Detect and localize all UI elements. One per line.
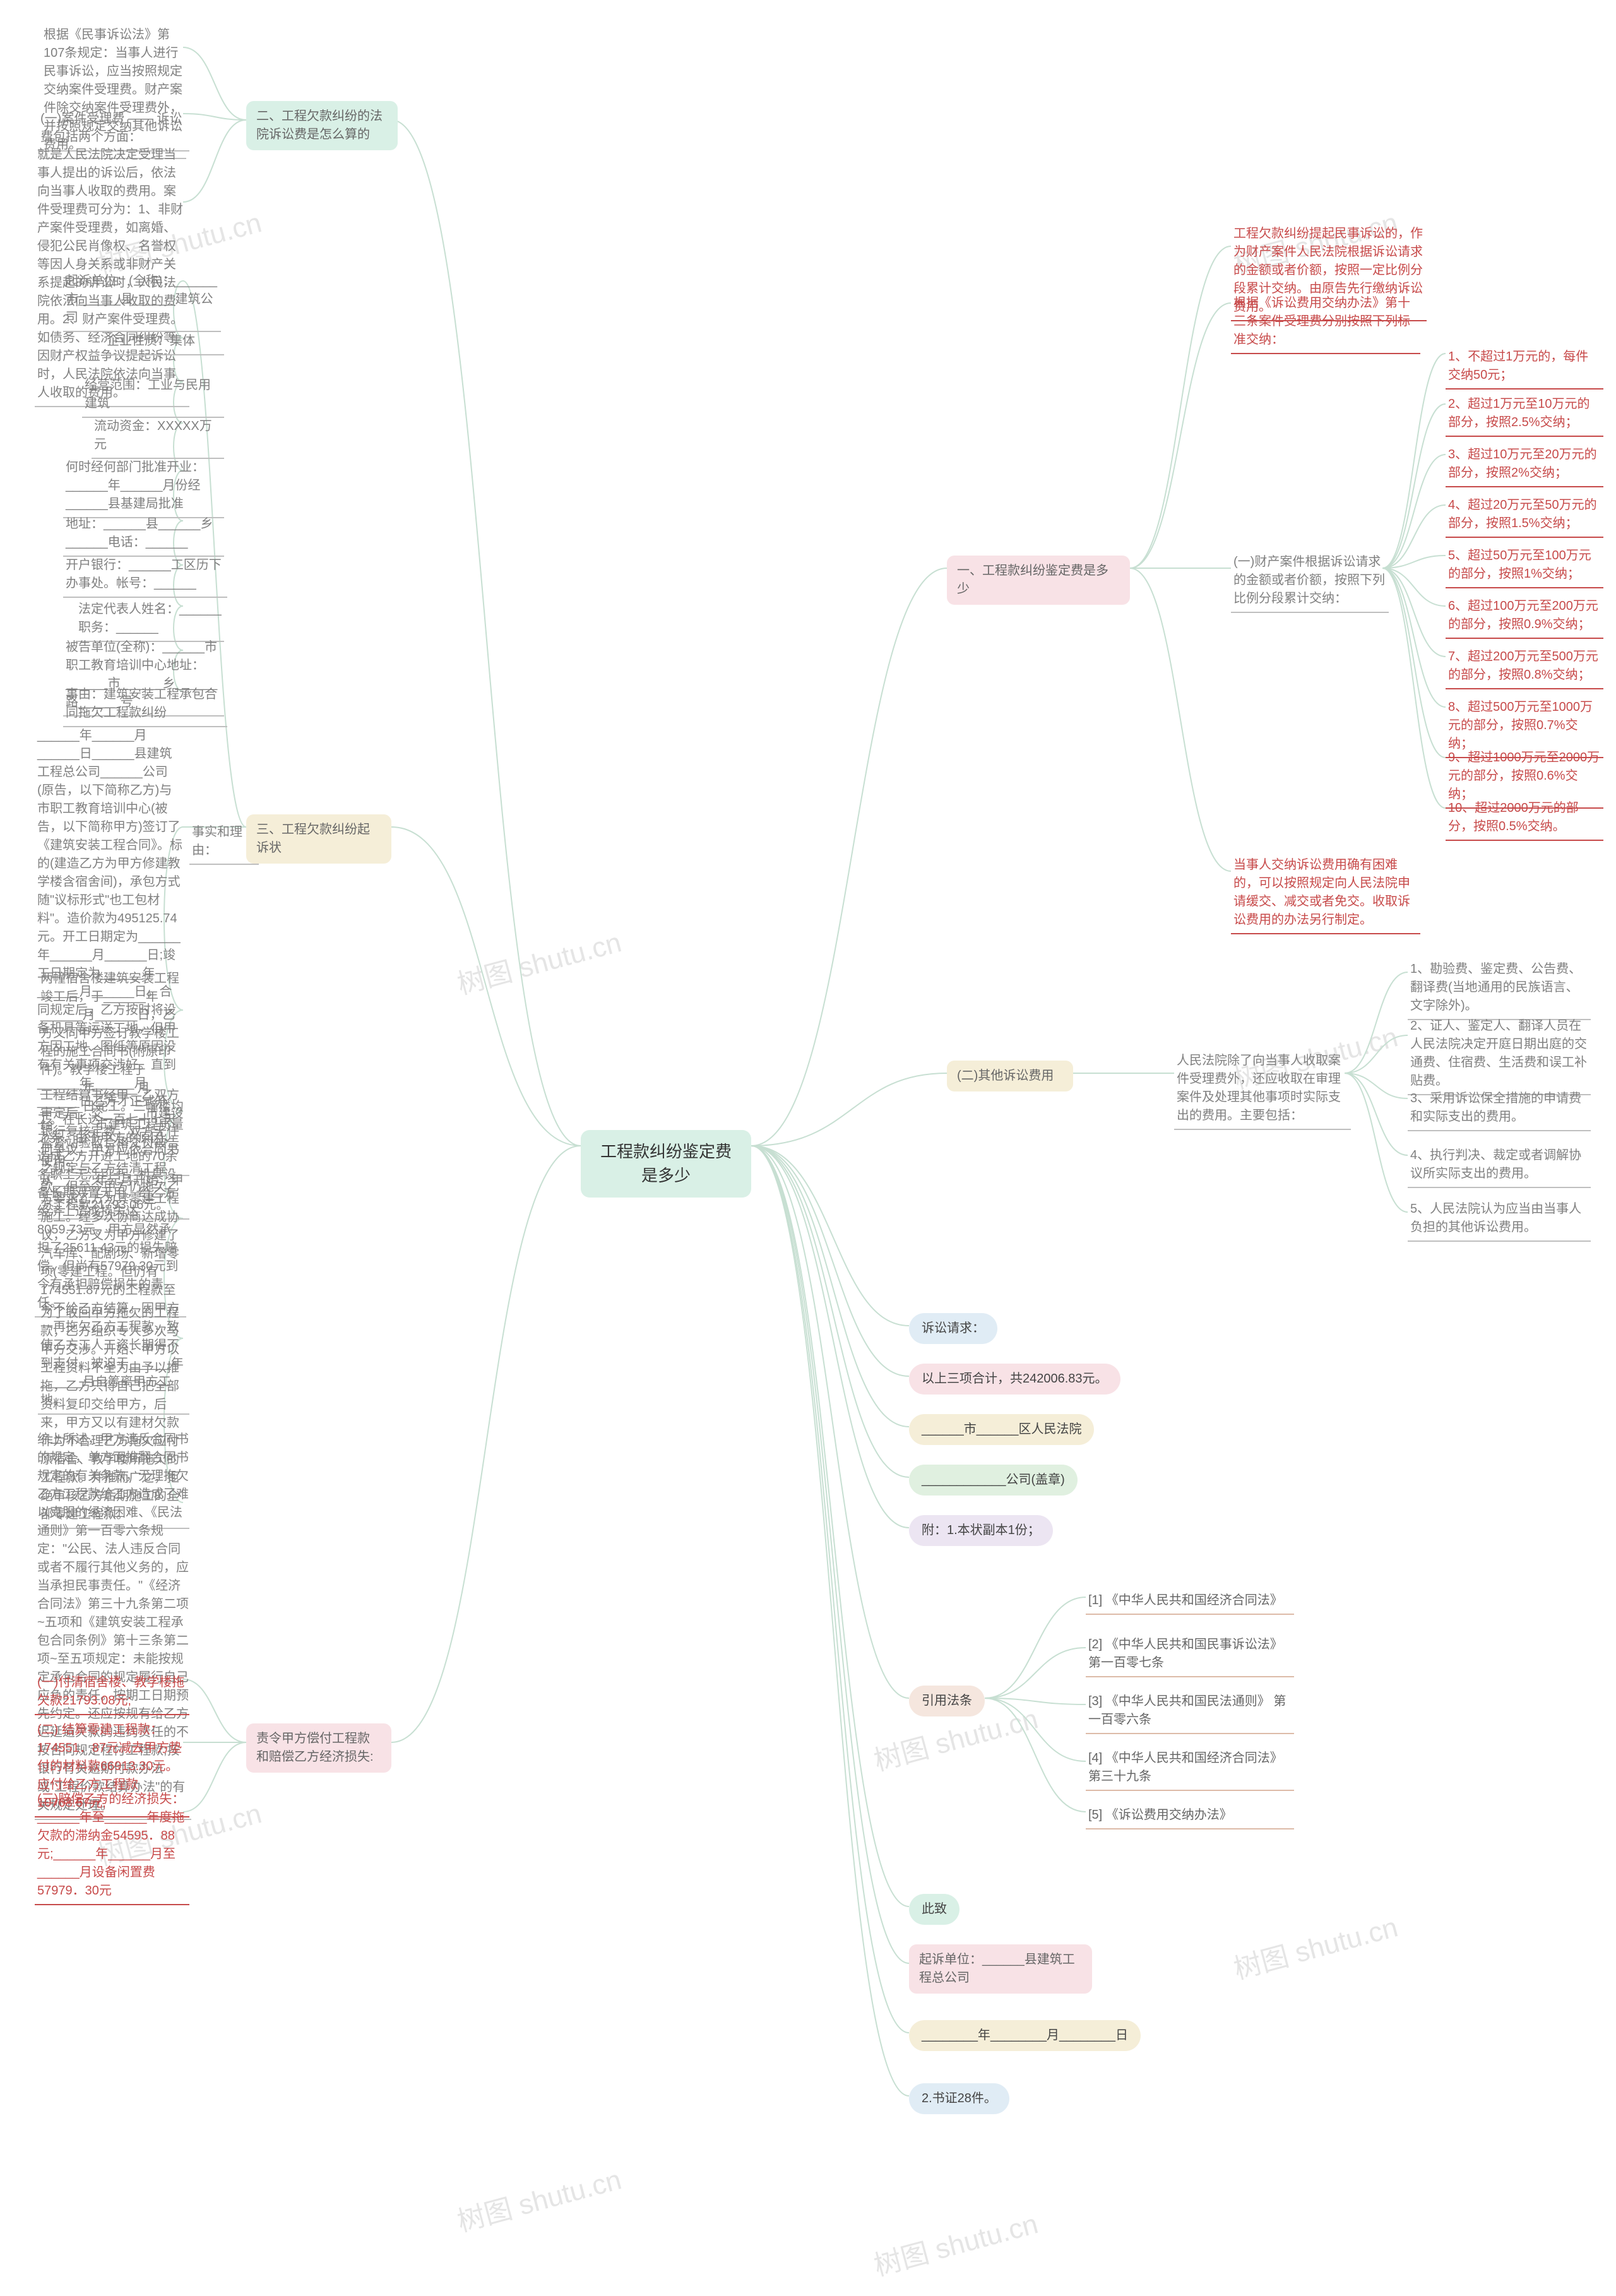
b2-item-2: 2、证人、鉴定人、翻译人员在人民法院决定开庭日期出庭的交通费、住宿费、生活费和误… <box>1408 1013 1591 1095</box>
branch-2: (二)其他诉讼费用 <box>947 1061 1073 1091</box>
b1-item-2: 2、超过1万元至10万元的部分，按照2.5%交纳； <box>1446 391 1603 437</box>
root-node: 工程款纠纷鉴定费是多少 <box>581 1130 751 1198</box>
watermark: 树图 shutu.cn <box>869 2201 1042 2284</box>
branch-1: 一、工程款纠纷鉴定费是多少 <box>947 556 1130 605</box>
b1-item-3: 3、超过10万元至20万元的部分，按照2%交纳； <box>1446 442 1603 487</box>
b2-desc: 人民法院除了向当事人收取案件受理费外，还应收取在审理案件及处理其他事项时实际支出… <box>1174 1048 1351 1130</box>
b1-tail: 当事人交纳诉讼费用确有困难的，可以按照规定向人民法院申请缓交、减交或者免交。收取… <box>1231 852 1420 934</box>
b2-item-5: 5、人民法院认为应当由当事人负担的其他诉讼费用。 <box>1408 1196 1591 1242</box>
right-pill-law: 引用法条 <box>909 1686 985 1716</box>
right-pill-8: 起诉单位：______县建筑工程总公司 <box>909 1944 1092 1994</box>
right-pill-4: ____________公司(盖章) <box>909 1465 1078 1496</box>
right-pill-7: 此致 <box>909 1894 960 1925</box>
b1-item-7: 7、超过200万元至500万元的部分，按照0.8%交纳； <box>1446 644 1603 689</box>
watermark: 树图 shutu.cn <box>452 2157 625 2240</box>
unit-2: 企业性质：集体 <box>104 328 224 355</box>
unit-3: 经营范围：工业与民用建筑 <box>82 372 224 418</box>
law-1: [1] 《中华人民共和国经济合同法》 <box>1086 1588 1294 1615</box>
claim-3: (三)赔偿乙方的经济损失：______年至______年度拖欠款的滞纳金5459… <box>35 1787 189 1905</box>
b1-item-5: 5、超过50万元至100万元的部分，按照1%交纳； <box>1446 543 1603 588</box>
claim-label: 责令甲方偿付工程款和赔偿乙方经济损失: <box>246 1723 391 1773</box>
right-pill-9: ________年________月________日 <box>909 2020 1141 2051</box>
right-pill-10: 2.书证28件。 <box>909 2083 1009 2114</box>
left-branch-2: 二、工程欠款纠纷的法院诉讼费是怎么算的 <box>246 101 398 150</box>
b1-sub: (一)财产案件根据诉讼请求的金额或者价额，按照下列比例分段累计交纳： <box>1231 549 1389 613</box>
b1-item-10: 10、超过2000万元的部分，按照0.5%交纳。 <box>1446 795 1603 841</box>
unit-7: 开户银行：______工区历下办事处。帐号：______ <box>63 552 227 598</box>
b1-intro2: 根据《诉讼费用交纳办法》第十三条案件受理费分别按照下列标准交纳： <box>1231 290 1420 354</box>
law-4: [4] 《中华人民共和国经济合同法》 第三十九条 <box>1086 1746 1294 1791</box>
unit-10: 事由：建筑安装工程承包合同拖欠工程款纠纷 <box>63 682 227 727</box>
mindmap-canvas: { "meta": { "canvas": { "width": 2560, "… <box>0 0 1616 2296</box>
right-pill-2: 以上三项合计，共242006.83元。 <box>909 1364 1120 1395</box>
unit-6: 地址：______县______乡______电话：______ <box>63 511 224 557</box>
watermark: 树图 shutu.cn <box>1228 1905 1401 1987</box>
b2-item-3: 3、采用诉讼保全措施的申请费和实际支出的费用。 <box>1408 1086 1591 1131</box>
law-3: [3] 《中华人民共和国民法通则》 第一百零六条 <box>1086 1689 1294 1734</box>
right-pill-3: ______市______区人民法院 <box>909 1414 1094 1445</box>
law-2: [2] 《中华人民共和国民事诉讼法》 第一百零七条 <box>1086 1632 1294 1677</box>
b2-item-1: 1、勘验费、鉴定费、公告费、翻译费(当地通用的民族语言、文字除外)。 <box>1408 956 1591 1020</box>
watermark: 树图 shutu.cn <box>452 920 625 1002</box>
unit-1: 起诉单位：(全称)：______市______县______建筑公司 <box>63 268 221 332</box>
unit-4: 流动资金：XXXXX万元 <box>92 413 224 459</box>
law-5: [5] 《诉讼费用交纳办法》 <box>1086 1802 1294 1829</box>
b1-item-6: 6、超过100万元至200万元的部分，按照0.9%交纳； <box>1446 593 1603 639</box>
b1-item-1: 1、不超过1万元的，每件交纳50元； <box>1446 344 1603 390</box>
left-branch-3: 三、工程欠款纠纷起诉状 <box>246 814 391 864</box>
right-pill-5: 附：1.本状副本1份； <box>909 1515 1053 1546</box>
b2-item-4: 4、执行判决、裁定或者调解协议所实际支出的费用。 <box>1408 1143 1591 1188</box>
facts-label: 事实和理由： <box>189 819 259 865</box>
claim-1: (一)付清宿舍楼、教学楼拖欠款21793.08元; <box>35 1670 189 1715</box>
unit-5: 何时经何部门批准开业：______年______月份经______县基建局批准 <box>63 455 224 518</box>
right-pill-1: 诉讼请求： <box>909 1313 997 1344</box>
b1-item-4: 4、超过20万元至50万元的部分，按照1.5%交纳； <box>1446 492 1603 538</box>
